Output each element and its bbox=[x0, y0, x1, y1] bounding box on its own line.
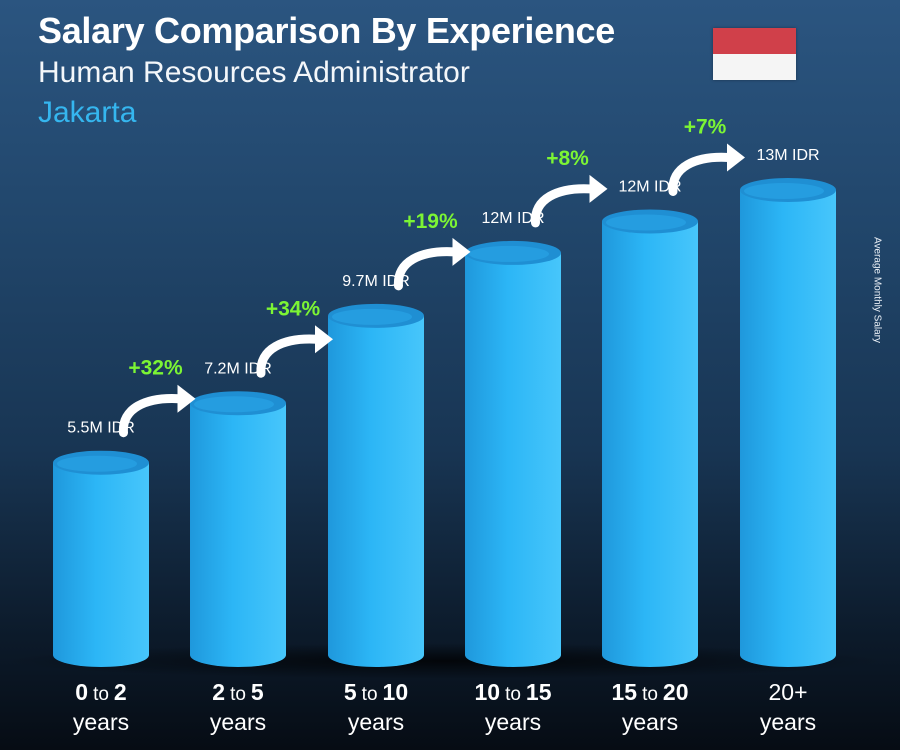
bar-top-highlight bbox=[194, 396, 274, 413]
category-end: 2 bbox=[114, 679, 127, 705]
bar-body bbox=[602, 221, 698, 667]
value-label: 9.7M IDR bbox=[342, 273, 410, 290]
bar-top-highlight bbox=[57, 455, 137, 472]
category-end: 15 bbox=[526, 679, 552, 705]
category-label: 15 to 20 bbox=[611, 679, 688, 705]
arrow-shaft bbox=[530, 184, 596, 228]
arrow-head bbox=[727, 143, 745, 172]
value-label: 7.2M IDR bbox=[204, 360, 272, 377]
category-unit: years bbox=[485, 709, 541, 735]
bar-body bbox=[465, 252, 561, 668]
increase-arrow-icon bbox=[530, 174, 608, 228]
category-unit: years bbox=[210, 709, 266, 735]
category-end: 10 bbox=[383, 679, 409, 705]
value-label: 12M IDR bbox=[481, 210, 544, 227]
increase-arrow-icon bbox=[393, 237, 471, 291]
increase-label: +19% bbox=[403, 210, 458, 233]
bar bbox=[465, 240, 561, 668]
bar bbox=[740, 178, 836, 667]
flag-white-band bbox=[713, 54, 796, 80]
bar-top-highlight bbox=[332, 308, 412, 325]
category-to: to bbox=[505, 684, 521, 705]
bar bbox=[190, 391, 286, 667]
category-start: 5 bbox=[344, 679, 357, 705]
category-end: 5 bbox=[251, 679, 264, 705]
arrow-head bbox=[177, 384, 196, 413]
bar-top-highlight bbox=[469, 245, 549, 262]
bar-top-highlight bbox=[606, 214, 686, 231]
arrow-shaft bbox=[393, 247, 459, 291]
category-start: 10 bbox=[474, 679, 500, 705]
bar-body bbox=[328, 315, 424, 667]
increase-label: +34% bbox=[266, 297, 321, 320]
category-unit: years bbox=[348, 709, 404, 735]
bar-body bbox=[740, 190, 836, 667]
flag-red-band bbox=[713, 28, 796, 54]
category-unit: years bbox=[73, 709, 129, 735]
value-label: 13M IDR bbox=[756, 147, 819, 164]
bar bbox=[53, 450, 149, 667]
bar-body bbox=[190, 403, 286, 667]
category-unit: years bbox=[622, 709, 678, 735]
category-end: 20 bbox=[663, 679, 689, 705]
category-to: to bbox=[362, 684, 378, 705]
bar bbox=[328, 303, 424, 667]
arrow-shaft bbox=[256, 334, 322, 378]
bar-body bbox=[53, 462, 149, 667]
increase-label: +8% bbox=[546, 147, 589, 170]
category-to: to bbox=[642, 684, 658, 705]
category-label: 20+ bbox=[768, 679, 807, 705]
category-start: 0 bbox=[75, 679, 88, 705]
category-label: 0 to 2 bbox=[75, 679, 126, 705]
increase-arrow-icon bbox=[668, 143, 745, 196]
increase-arrow-icon bbox=[256, 325, 333, 378]
job-title: Human Resources Administrator bbox=[38, 56, 470, 89]
chart-title: Salary Comparison By Experience bbox=[38, 10, 615, 51]
arrow-shaft bbox=[118, 394, 184, 438]
arrow-head bbox=[452, 237, 471, 266]
increase-label: +32% bbox=[128, 357, 183, 380]
location-label: Jakarta bbox=[38, 96, 137, 129]
category-label: 10 to 15 bbox=[474, 679, 551, 705]
value-label: 12M IDR bbox=[618, 178, 681, 195]
category-to: to bbox=[230, 684, 246, 705]
category-start: 15 bbox=[611, 679, 637, 705]
increase-label: +7% bbox=[684, 115, 727, 138]
value-label: 5.5M IDR bbox=[67, 420, 135, 437]
bar-top-highlight bbox=[744, 183, 824, 199]
arrow-shaft bbox=[668, 152, 734, 196]
increase-arrow-icon bbox=[118, 384, 196, 438]
category-unit: years bbox=[760, 709, 816, 735]
indonesia-flag-icon bbox=[713, 28, 796, 80]
category-to: to bbox=[93, 684, 109, 705]
category-start: 2 bbox=[212, 679, 225, 705]
category-label: 5 to 10 bbox=[344, 679, 408, 705]
arrow-head bbox=[315, 325, 333, 354]
category-label: 2 to 5 bbox=[212, 679, 264, 705]
category-range: 20+ bbox=[768, 679, 807, 705]
arrow-head bbox=[589, 174, 608, 203]
bar bbox=[602, 209, 698, 667]
